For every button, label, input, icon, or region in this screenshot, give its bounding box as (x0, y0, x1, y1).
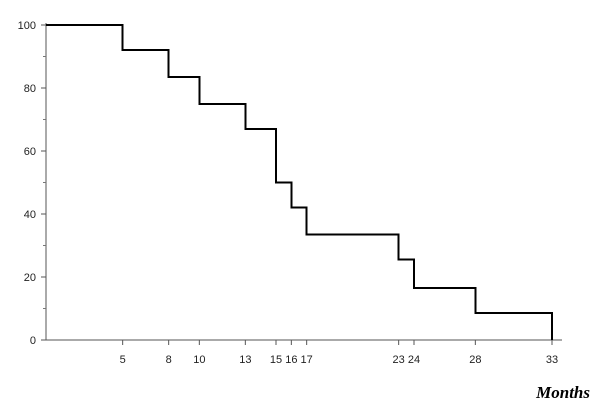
x-tick-label-16: 16 (285, 354, 297, 366)
x-tick-label-15: 15 (270, 354, 282, 366)
x-tick-label-24: 24 (408, 354, 420, 366)
x-tick-label-5: 5 (120, 354, 126, 366)
y-tick-label-20: 20 (24, 272, 36, 284)
y-tick-label-100: 100 (18, 20, 36, 32)
y-tick-label-60: 60 (24, 146, 36, 158)
x-tick-label-13: 13 (239, 354, 251, 366)
x-tick-label-28: 28 (469, 354, 481, 366)
x-tick-label-17: 17 (301, 354, 313, 366)
survival-curve-0 (46, 25, 552, 340)
x-tick-label-33: 33 (546, 354, 558, 366)
y-tick-label-40: 40 (24, 209, 36, 221)
y-tick-label-80: 80 (24, 83, 36, 95)
x-tick-label-23: 23 (393, 354, 405, 366)
x-tick-label-8: 8 (166, 354, 172, 366)
x-axis-label: Months (536, 383, 590, 403)
y-tick-label-0: 0 (30, 335, 36, 347)
x-tick-label-10: 10 (193, 354, 205, 366)
